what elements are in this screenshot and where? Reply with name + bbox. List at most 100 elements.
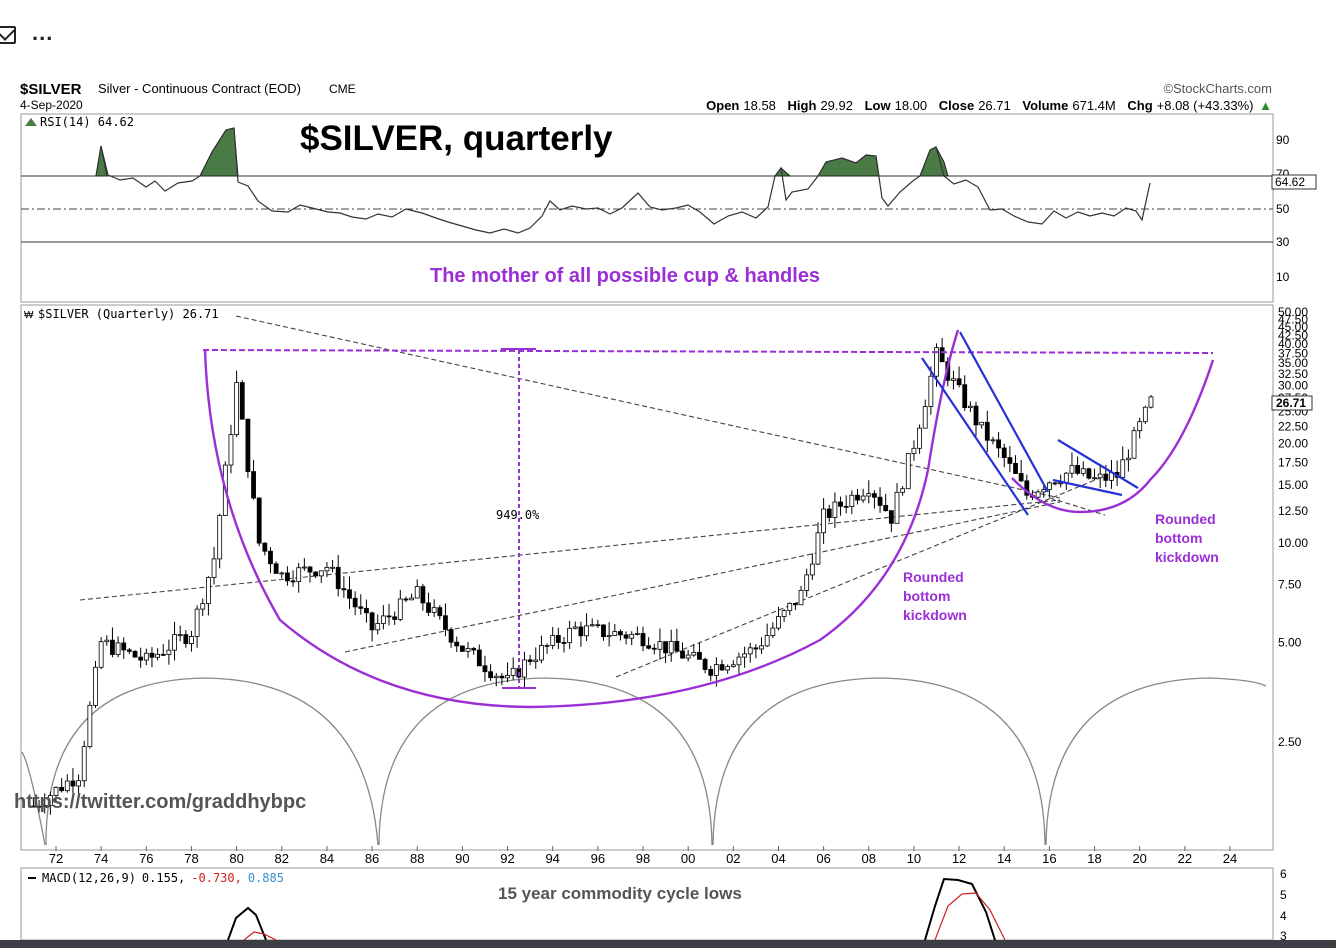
macd-line [227, 877, 996, 940]
wedge-line [921, 357, 1029, 516]
handle-curve [1011, 359, 1215, 514]
candle-body [211, 558, 217, 578]
y-tick-label: 5.00 [1278, 636, 1302, 650]
candle-body [634, 633, 640, 635]
x-tick-label: 92 [500, 851, 514, 866]
y-tick-label: 37.50 [1278, 346, 1308, 360]
candle-body [409, 597, 414, 601]
price-candles [31, 337, 1154, 815]
candle-body [759, 645, 764, 650]
candle-body [273, 563, 279, 574]
candle-body [522, 659, 527, 678]
candle-body [832, 501, 838, 518]
candle-body [770, 627, 776, 636]
candle-body [251, 471, 256, 499]
candle-body [855, 494, 860, 501]
candle-body [911, 447, 917, 454]
candle-body [301, 566, 307, 569]
candle-body [736, 656, 742, 666]
candle-body [567, 627, 573, 644]
candle-body [702, 658, 708, 670]
candle-body [1131, 430, 1137, 459]
candle-body [1142, 406, 1148, 423]
y-tick-label: 30.00 [1278, 378, 1308, 392]
macd-tick-5: 5 [1280, 888, 1287, 902]
rsi-tick-30: 30 [1276, 235, 1290, 249]
candle-body [352, 597, 358, 608]
candle-body [493, 675, 499, 679]
candle-body [781, 610, 787, 617]
candle-body [612, 631, 618, 636]
trendline [615, 477, 1101, 678]
rsi-current-badge [1271, 174, 1317, 190]
y-tick-label: 40.00 [1278, 337, 1308, 351]
x-tick-label: 14 [997, 851, 1011, 866]
candle-body [1001, 447, 1007, 458]
candle-body [448, 629, 454, 643]
candle-body [454, 641, 460, 647]
candle-body [307, 566, 313, 573]
candle-body [358, 606, 364, 609]
candle-body [967, 405, 973, 408]
rsi-panel: RSI(14) 64.62 90 70 50 30 10 64.62 [20, 113, 1317, 303]
x-tick-label: 84 [320, 851, 334, 866]
candle-body [81, 746, 87, 782]
y-tick-label: 10.00 [1278, 536, 1308, 550]
candle-body [386, 615, 392, 618]
trendline [344, 501, 1061, 653]
candle-body [1075, 464, 1081, 474]
cup-annotation [202, 329, 1215, 709]
subtitle: The mother of all possible cup & handles [430, 265, 820, 287]
wedge-line [959, 331, 1049, 493]
date: 4-Sep-2020 [20, 98, 83, 112]
candle-body [527, 659, 533, 662]
candle-body [984, 421, 990, 441]
candle-body [877, 496, 883, 506]
rsi-tick-10: 10 [1276, 270, 1290, 284]
price-panel: $SILVER (Quarterly) 26.71 ₩ 50.0047.5045… [14, 304, 1313, 866]
candle-body [561, 642, 567, 644]
last-price-badge [1271, 395, 1313, 411]
y-tick-label: 50.00 [1278, 305, 1308, 319]
candle-body [939, 347, 945, 363]
candle-body [499, 675, 505, 679]
big-title: $SILVER, quarterly [300, 119, 613, 158]
candle-body [324, 566, 330, 572]
candle-body [431, 607, 437, 613]
candle-body [928, 375, 934, 407]
candle-body [200, 603, 206, 610]
candle-body [59, 786, 65, 792]
candle-body [1148, 396, 1154, 408]
x-tick-label: 06 [816, 851, 830, 866]
y-tick-label: 2.50 [1278, 735, 1302, 749]
x-tick-label: 08 [862, 851, 876, 866]
candle-body [420, 586, 426, 604]
candle-body [792, 602, 798, 606]
cup-curve [203, 329, 960, 709]
candle-body [1013, 463, 1018, 474]
x-tick-label: 10 [907, 851, 921, 866]
candle-body [285, 572, 290, 582]
candle-body [691, 651, 697, 656]
candle-body [753, 647, 759, 650]
candle-body [443, 615, 448, 630]
candle-body [618, 631, 623, 636]
candle-body [375, 623, 381, 631]
candle-body [256, 497, 262, 544]
price-panel-title: $SILVER (Quarterly) 26.71 [38, 307, 219, 321]
y-tick-label: 42.50 [1278, 328, 1308, 342]
candle-body [426, 602, 431, 613]
candle-body [380, 615, 386, 624]
candle-body [730, 664, 736, 668]
y-tick-label: 35.00 [1278, 356, 1308, 370]
candle-body [177, 634, 183, 637]
pct-move-label: 949.0% [496, 508, 540, 522]
candle-body [1035, 491, 1041, 498]
price-panel-icon: ₩ [24, 310, 34, 321]
x-tick-label: 82 [275, 851, 289, 866]
x-tick-label: 86 [365, 851, 379, 866]
y-tick-label: 47.50 [1278, 312, 1308, 326]
mail-icon[interactable] [0, 26, 16, 44]
more-icon[interactable]: ... [32, 20, 54, 45]
